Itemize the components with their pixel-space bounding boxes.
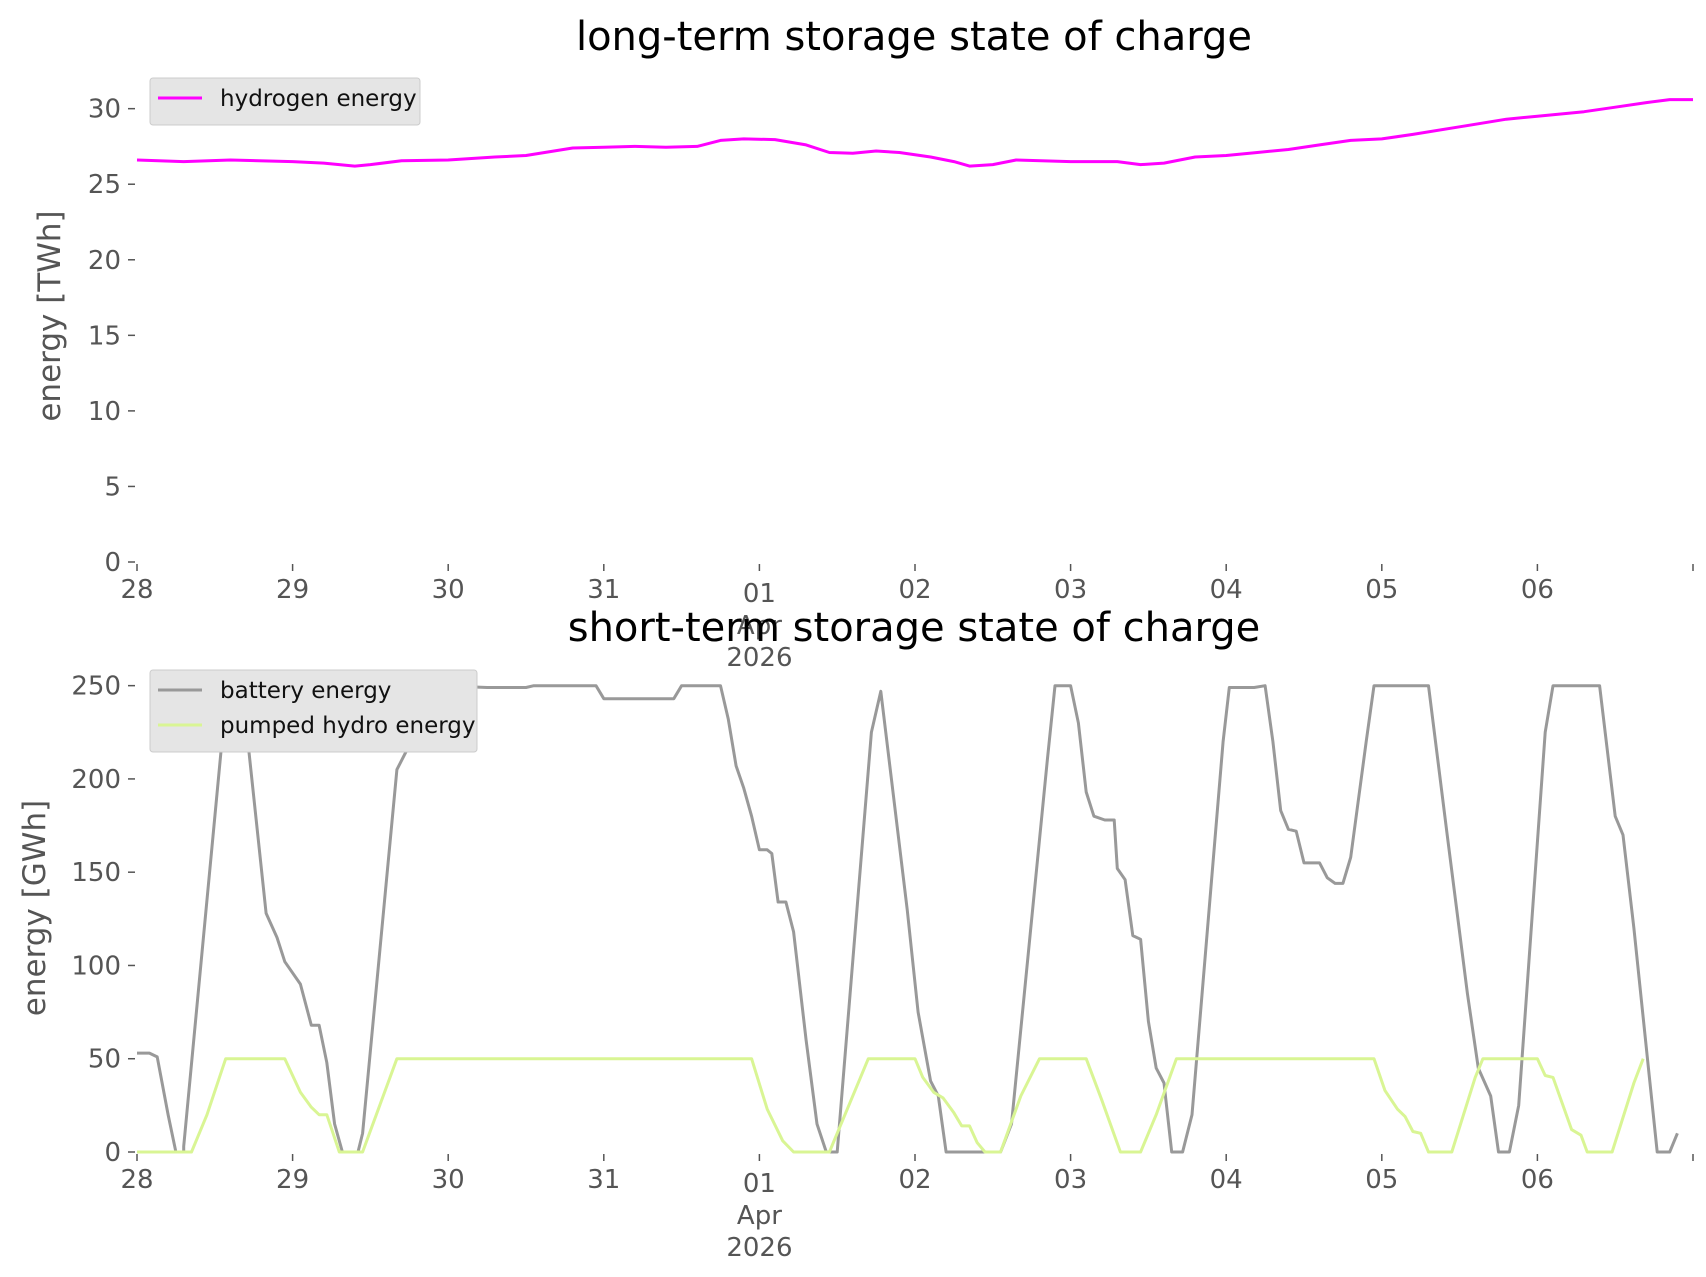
short-term-storage-chart: short-term storage state of charge energ…: [17, 605, 1694, 1263]
chart-title: short-term storage state of charge: [568, 605, 1261, 651]
y-axis-label: energy [GWh]: [17, 800, 53, 1016]
x-tick-label: 05: [1365, 1165, 1398, 1195]
y-tick-label: 0: [104, 548, 121, 578]
series-line-pumped-hydro-energy: [137, 1057, 1645, 1154]
legend: battery energy pumped hydro energy: [149, 669, 478, 753]
chart-title: long-term storage state of charge: [576, 14, 1252, 60]
x-tick-label: 05: [1365, 575, 1398, 605]
x-tick-label: 02: [898, 1165, 931, 1195]
series-lines: [136, 98, 1693, 168]
y-tick-label: 25: [88, 170, 121, 200]
x-tick-label: 28: [120, 575, 153, 605]
x-tick-label: 03: [1054, 1165, 1087, 1195]
legend-label: pumped hydro energy: [220, 713, 476, 739]
y-tick-label: 20: [88, 246, 121, 276]
x-tick-sublabel: Apr: [737, 611, 782, 641]
series-line-battery-energy: [137, 684, 1679, 1154]
x-tick-label: 06: [1521, 575, 1554, 605]
long-term-storage-chart: long-term storage state of charge energy…: [32, 14, 1694, 673]
x-tick-label: 03: [1054, 575, 1087, 605]
x-tick-label: 06: [1521, 1165, 1554, 1195]
x-tick-label: 01: [743, 579, 776, 609]
series-lines: [137, 684, 1679, 1154]
x-tick-label: 01: [743, 1169, 776, 1199]
y-tick-label: 0: [104, 1138, 121, 1168]
legend: hydrogen energy: [149, 77, 421, 126]
y-tick-label: 150: [71, 858, 121, 888]
y-tick-label: 15: [88, 321, 121, 351]
x-tick-label: 02: [898, 575, 931, 605]
y-tick-label: 250: [71, 672, 121, 702]
legend-label: hydrogen energy: [220, 86, 417, 112]
x-tick-sublabel: Apr: [737, 1201, 782, 1231]
y-tick-label: 50: [88, 1045, 121, 1075]
y-axis-label: energy [TWh]: [32, 210, 68, 421]
x-tick-label: 30: [432, 575, 465, 605]
y-tick-label: 5: [104, 472, 121, 502]
series-line-hydrogen-energy: [136, 98, 1693, 168]
y-tick-label: 30: [88, 95, 121, 125]
x-tick-label: 04: [1210, 575, 1243, 605]
x-tick-label: 04: [1210, 1165, 1243, 1195]
y-tick-label: 200: [71, 765, 121, 795]
x-tick-label: 29: [276, 1165, 309, 1195]
x-tick-sublabel: 2026: [726, 1233, 792, 1263]
y-tick-label: 100: [71, 951, 121, 981]
x-tick-sublabel: 2026: [726, 643, 792, 673]
x-tick-label: 31: [587, 1165, 620, 1195]
x-tick-label: 29: [276, 575, 309, 605]
legend-box: [149, 77, 421, 126]
legend-label: battery energy: [220, 678, 391, 704]
y-tick-label: 10: [88, 397, 121, 427]
x-tick-label: 28: [120, 1165, 153, 1195]
x-tick-label: 30: [432, 1165, 465, 1195]
x-tick-label: 31: [587, 575, 620, 605]
legend-box: [149, 669, 478, 753]
